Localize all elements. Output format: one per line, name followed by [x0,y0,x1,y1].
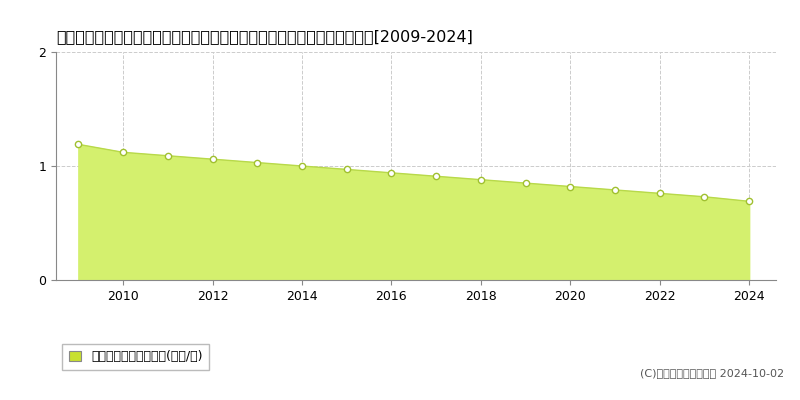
Text: (C)土地価格ドットコム 2024-10-02: (C)土地価格ドットコム 2024-10-02 [640,368,784,378]
Legend: 基準地価　平均坤単価(万円/坤): 基準地価 平均坤単価(万円/坤) [62,344,209,370]
Text: 鹿児島県大島郡伊仙町大字犬田布字平竿２５４番３　基準地価　地価推移[2009-2024]: 鹿児島県大島郡伊仙町大字犬田布字平竿２５４番３ 基準地価 地価推移[2009-2… [56,29,473,44]
